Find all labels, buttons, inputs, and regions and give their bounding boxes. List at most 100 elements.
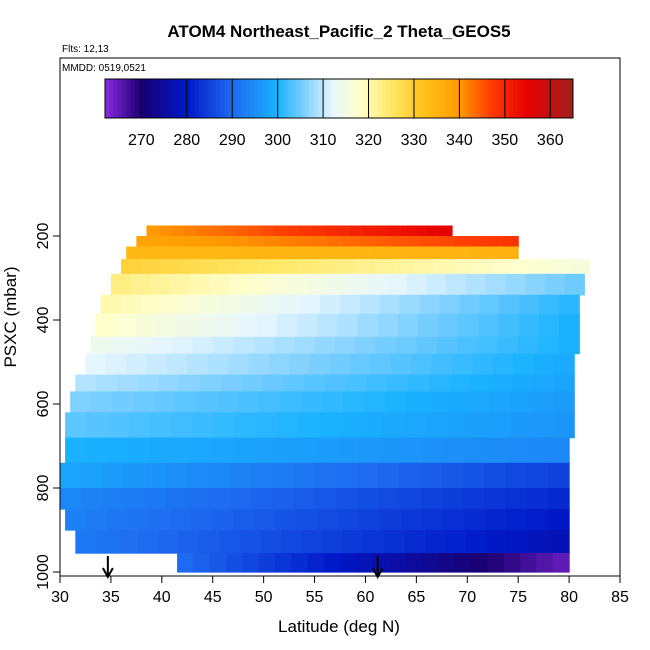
colorbar-swatch <box>105 79 110 118</box>
heatmap-cell <box>224 246 242 260</box>
heatmap-cell <box>438 553 456 573</box>
heatmap-cell <box>350 225 364 237</box>
heatmap-cell <box>112 391 134 413</box>
heatmap-cell <box>354 246 372 260</box>
colorbar-swatch <box>517 79 523 118</box>
heatmap-cell <box>525 273 546 296</box>
colorbar-swatch <box>334 79 340 118</box>
x-tick-label: 30 <box>51 589 69 606</box>
heatmap-cell <box>327 236 344 248</box>
heatmap-cell <box>486 236 503 248</box>
heatmap-cell <box>175 391 197 413</box>
heatmap-cell <box>75 530 97 554</box>
heatmap-cell <box>419 294 441 315</box>
heatmap-cell <box>406 236 424 248</box>
heatmap-cell <box>367 273 388 296</box>
heatmap-cell <box>283 374 305 392</box>
colorbar-swatch <box>313 79 319 118</box>
heatmap-cell <box>357 488 379 510</box>
heatmap-cell <box>187 353 209 376</box>
colorbar-swatch <box>236 79 242 118</box>
heatmap-cell <box>179 374 201 392</box>
heatmap-cell <box>197 225 211 237</box>
heatmap-cell <box>387 273 408 296</box>
heatmap-cell <box>277 259 298 275</box>
colorbar-swatch <box>253 79 259 118</box>
heatmap-cell <box>120 294 142 315</box>
heatmap-cell <box>317 509 339 531</box>
heatmap-cell <box>492 353 514 376</box>
heatmap-cell <box>199 259 220 275</box>
heatmap-cell <box>191 437 213 464</box>
heatmap-cell <box>314 462 337 489</box>
colorbar-swatch <box>283 79 289 118</box>
heatmap-cell <box>389 553 407 573</box>
heatmap-cell <box>411 353 433 376</box>
heatmap-cell <box>459 294 481 315</box>
x-tick-label: 35 <box>102 589 120 606</box>
colorbar-swatch <box>394 79 400 118</box>
heatmap-cell <box>110 273 132 296</box>
heatmap-cell <box>335 259 356 275</box>
heatmap-cell <box>559 294 580 315</box>
heatmap-cell <box>234 412 257 439</box>
heatmap-cell <box>350 353 372 376</box>
heatmap-cell <box>256 246 274 260</box>
heatmap-cell <box>280 391 302 413</box>
heatmap-cell <box>550 259 571 275</box>
heatmap-cell <box>466 273 487 296</box>
heatmap-cell <box>241 374 263 392</box>
x-axis: 30 35 40 45 50 55 60 65 70 75 80 85 <box>51 575 629 606</box>
heatmap-cell <box>422 236 440 248</box>
heatmap-cell <box>343 236 360 248</box>
heatmap-cell <box>505 273 526 296</box>
colorbar-swatch <box>339 79 344 118</box>
heatmap-cell <box>438 313 459 338</box>
colorbar: 270 280 290 300 310 320 330 340 350 360 <box>104 78 574 149</box>
heatmap-cell <box>538 336 560 355</box>
heatmap-cell <box>291 553 309 573</box>
heatmap-cell <box>107 412 130 439</box>
heatmap-cell <box>452 259 473 275</box>
heatmap-cell <box>503 553 521 573</box>
heatmap-cell <box>272 462 294 489</box>
heatmap-cell <box>273 225 288 237</box>
heatmap-cell <box>374 259 395 275</box>
heatmap-cell <box>248 225 262 237</box>
heatmap-cell <box>126 246 144 260</box>
heatmap-cell <box>466 530 488 554</box>
heatmap-cell <box>342 530 364 554</box>
heatmap-cell <box>454 236 471 248</box>
colorbar-swatch <box>466 79 472 118</box>
heatmap-cell <box>90 336 112 355</box>
colorbar-swatch <box>326 79 331 118</box>
heatmap-cell <box>327 273 349 296</box>
colorbar-swatch <box>538 79 544 118</box>
heatmap-cell <box>316 259 337 275</box>
heatmap-cell <box>511 259 532 275</box>
heatmap-cell <box>322 391 344 413</box>
heatmap-cell <box>383 412 406 439</box>
heatmap-cell <box>95 530 117 554</box>
colorbar-swatch <box>343 79 348 118</box>
heatmap-cell <box>81 462 103 489</box>
colorbar-swatch <box>262 79 268 118</box>
colorbar-swatch <box>398 79 404 118</box>
heatmap-cell <box>275 509 297 531</box>
heatmap-cell <box>100 294 122 315</box>
colorbar-swatch <box>126 79 132 118</box>
heatmap-cell <box>217 391 239 413</box>
x-tick-label: 70 <box>458 589 476 606</box>
heatmap-cell <box>272 488 294 510</box>
heatmap-cell <box>425 530 447 554</box>
colorbar-swatch <box>224 79 229 118</box>
heatmap-cell <box>511 374 534 392</box>
heatmap-cell <box>489 412 512 439</box>
heatmap-cell <box>229 462 252 489</box>
heatmap-cell <box>559 313 580 338</box>
heatmap-cell <box>322 246 340 260</box>
heatmap-cell <box>356 553 374 573</box>
heatmap-cell <box>85 353 107 376</box>
colorbar-swatch <box>113 79 119 118</box>
heatmap-cell <box>463 462 485 489</box>
